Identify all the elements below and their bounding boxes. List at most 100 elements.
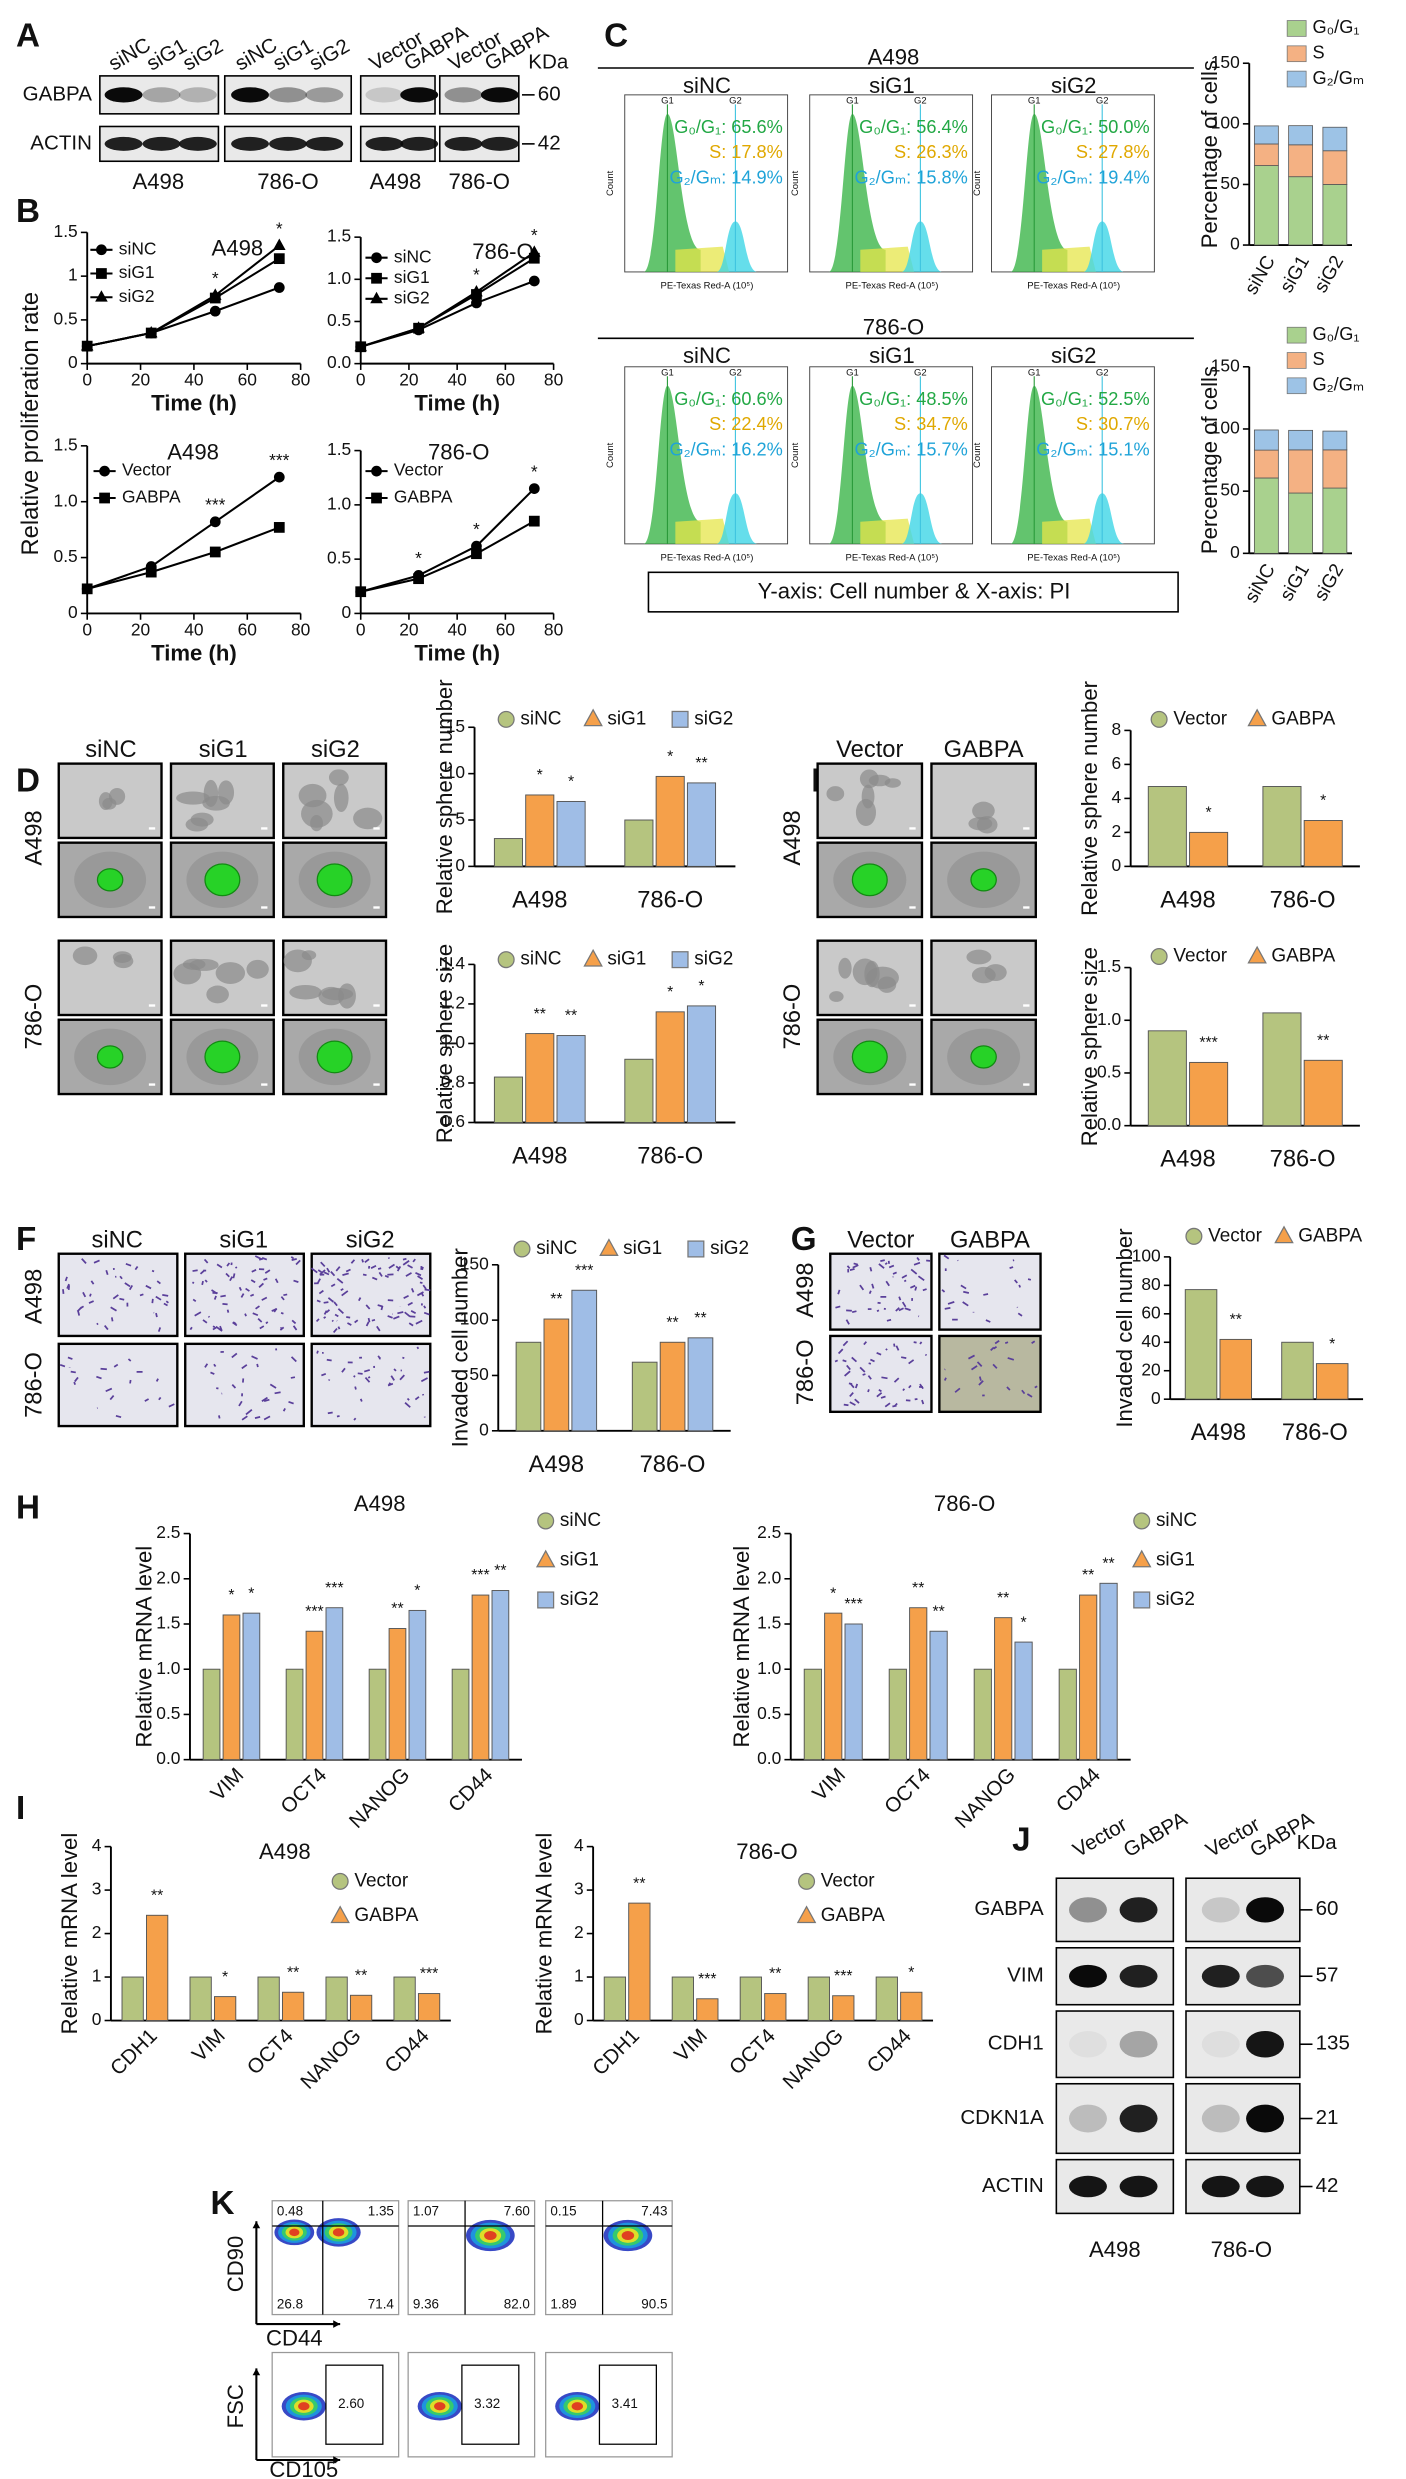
hist-y-label: Count	[790, 170, 801, 196]
blot-band	[480, 136, 519, 151]
stained-cell	[155, 1378, 159, 1382]
significance: *	[1206, 805, 1212, 822]
y-axis-label: Invaded cell number	[448, 1248, 473, 1447]
hist-y-label: Count	[605, 170, 616, 196]
sample-title: siG2	[1051, 73, 1097, 98]
stained-cell	[163, 1302, 168, 1307]
significance: *	[414, 1583, 420, 1600]
y-tick-label: 50	[1220, 173, 1239, 193]
significance: **	[1317, 1033, 1329, 1050]
chart-title: 786-O	[736, 1839, 798, 1864]
sphere	[966, 949, 992, 965]
gate	[598, 2364, 657, 2445]
stained-cell	[417, 1275, 423, 1280]
legend-label: siNC	[536, 1238, 577, 1259]
bar	[556, 800, 586, 867]
significance: *	[276, 218, 283, 238]
bar	[1262, 786, 1302, 867]
protein-label: CDH1	[988, 2032, 1044, 2055]
legend-marker	[1150, 947, 1168, 966]
stained-cell	[402, 1356, 405, 1360]
stained-cell	[978, 1376, 982, 1381]
stained-cell	[220, 1294, 226, 1298]
point	[273, 238, 286, 250]
x-tick-label: A498	[1191, 1420, 1246, 1446]
legend-label: Vector	[1173, 946, 1227, 967]
stained-cell	[876, 1352, 882, 1356]
significance: *	[473, 265, 480, 285]
y-axis-label: Relative sphere size	[432, 944, 457, 1143]
sphere	[190, 812, 214, 827]
significance: *	[228, 1587, 234, 1604]
sample-title: siNC	[683, 343, 731, 368]
sphere	[976, 816, 998, 834]
significance: ***	[844, 1596, 862, 1613]
point	[413, 573, 424, 585]
bar	[803, 1668, 822, 1761]
stained-cell	[232, 1273, 236, 1279]
bar	[1184, 1289, 1218, 1400]
stained-cell	[234, 1266, 238, 1269]
sphere	[838, 957, 852, 979]
point	[209, 546, 221, 558]
y-tick-label: 0.5	[1097, 1062, 1121, 1082]
x-tick-label: 0	[82, 370, 92, 390]
x-tick-label: 20	[131, 619, 150, 639]
blot-frame	[1055, 2010, 1175, 2079]
bar	[515, 1341, 542, 1432]
x-tick-label: A498	[512, 887, 567, 913]
stained-cell	[76, 1306, 83, 1313]
group-title: 786-O	[863, 315, 924, 340]
phase-percent: G₂/Gₘ: 19.4%	[1036, 167, 1149, 187]
axis-label: FSC	[223, 2384, 248, 2428]
blot-band	[1201, 2104, 1240, 2133]
x-tick-label: NANOG	[296, 2024, 366, 2094]
phase-percent: S: 27.8%	[1076, 142, 1150, 162]
x-tick-label: siNC	[1241, 252, 1280, 298]
y-tick-label: 0	[68, 352, 78, 372]
cell-line-label: 786-O	[449, 169, 511, 194]
y-tick-label: 3	[574, 1879, 584, 1899]
x-tick-label: VIM	[188, 2024, 230, 2066]
legend-label: siG2	[1156, 1589, 1195, 1610]
phase-percent: G₀/G₁: 50.0%	[1041, 117, 1150, 137]
stained-cell	[878, 1263, 885, 1269]
legend-label: Vector	[394, 460, 443, 480]
stained-cell	[337, 1308, 344, 1314]
stained-cell	[834, 1359, 839, 1363]
stained-cell	[269, 1383, 277, 1389]
stained-cell	[90, 1280, 95, 1285]
legend-marker	[798, 1872, 816, 1890]
x-tick-label: 40	[184, 619, 203, 639]
blot-band	[444, 87, 483, 103]
bar	[1219, 1338, 1253, 1400]
stained-cell	[422, 1284, 427, 1290]
kda-label: KDa	[1297, 1831, 1338, 1854]
stained-cell	[1009, 1266, 1014, 1269]
sphere	[972, 801, 995, 820]
gfp-sphere	[96, 1045, 124, 1069]
x-tick-label: A498	[529, 1452, 584, 1478]
legend-marker	[1133, 1591, 1151, 1609]
stained-cell	[263, 1398, 270, 1402]
stained-cell	[119, 1297, 125, 1301]
bar	[687, 1337, 714, 1432]
sphere	[203, 779, 219, 807]
stained-cell	[213, 1363, 217, 1368]
stained-cell	[125, 1263, 132, 1267]
hist-y-label: Count	[790, 442, 801, 468]
stained-cell	[878, 1389, 882, 1393]
x-tick-label: 0	[356, 619, 366, 639]
y-tick-label: 0.5	[327, 310, 351, 330]
stained-cell	[331, 1319, 334, 1322]
legend-label: siG1	[119, 262, 155, 282]
stained-cell	[204, 1279, 208, 1283]
bar	[603, 1976, 627, 2021]
stained-cell	[919, 1341, 923, 1345]
column-label: GABPA	[944, 737, 1024, 763]
y-tick-label: 0.5	[327, 548, 351, 568]
stained-cell	[244, 1313, 247, 1317]
y-tick-label: 2	[574, 1922, 584, 1942]
significance: **	[695, 755, 707, 772]
